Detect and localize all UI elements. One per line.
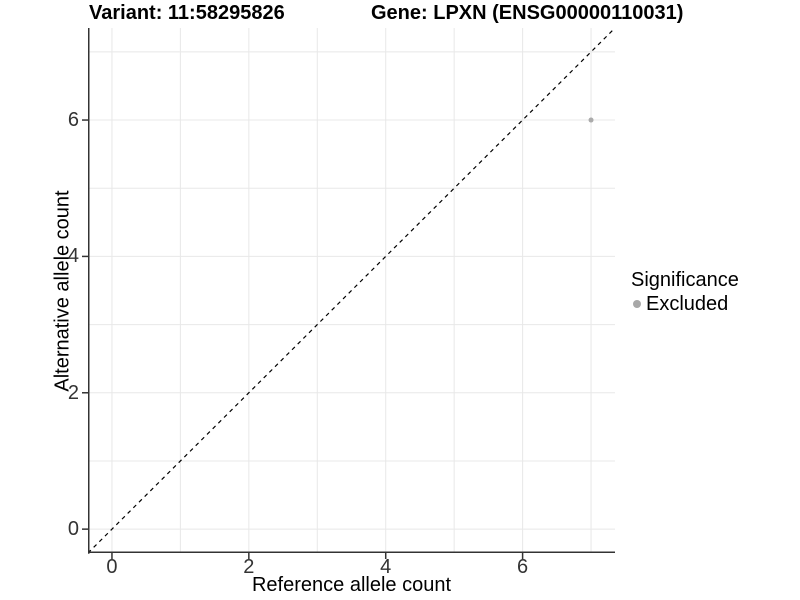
legend-key-dot-icon (633, 300, 641, 308)
y-axis-title-wrap: Alternative allele count (52, 28, 74, 553)
plot-title-gene: Gene: LPXN (ENSG00000110031) (371, 2, 684, 24)
legend-item-excluded: Excluded (633, 293, 739, 315)
y-tick-label: 2 (67, 381, 79, 404)
legend-title: Significance (631, 269, 739, 291)
identity-line-group (88, 28, 615, 553)
y-axis-title: Alternative allele count (52, 189, 75, 392)
y-tick-label: 4 (67, 245, 79, 268)
x-axis-tick-labels: 0 2 4 6 (88, 556, 615, 578)
data-point (588, 117, 594, 123)
plot-title-variant: Variant: 11:58295826 (89, 2, 285, 24)
x-axis-title: Reference allele count (251, 574, 451, 596)
y-axis-tick-labels: 0 2 4 6 (38, 28, 79, 553)
x-tick-label: 6 (517, 556, 529, 578)
y-tick-label: 6 (67, 109, 79, 132)
x-tick-label: 2 (243, 556, 255, 578)
x-tick-label: 4 (380, 556, 392, 578)
plot-canvas (82, 28, 615, 559)
legend: Significance Excluded (631, 269, 739, 315)
plot-panel (82, 28, 615, 559)
identity-line (88, 28, 615, 553)
x-tick-label: 0 (106, 556, 118, 578)
y-tick-label: 0 (67, 518, 79, 541)
legend-item-label: Excluded (646, 293, 729, 315)
